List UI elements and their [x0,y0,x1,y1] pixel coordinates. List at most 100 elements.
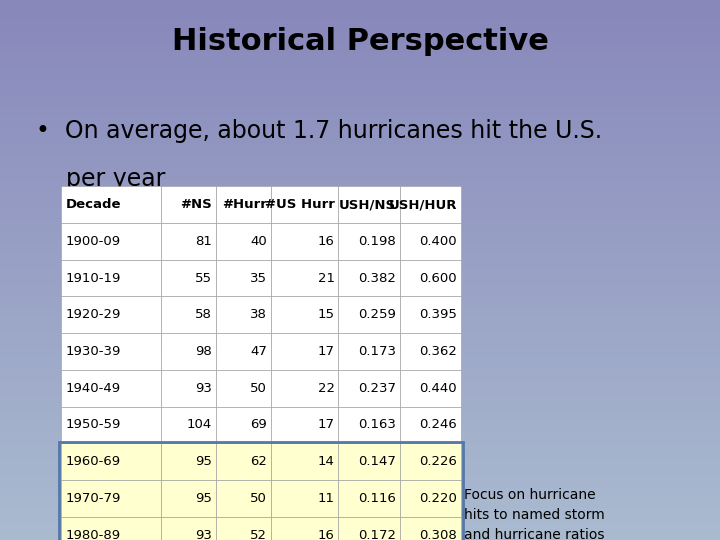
Bar [338,333,400,370]
Text: USH/NS: USH/NS [339,198,396,211]
Text: 1950-59: 1950-59 [66,418,121,431]
Text: 95: 95 [195,492,212,505]
Bar [271,333,338,370]
Bar [400,407,461,443]
Text: 0.220: 0.220 [419,492,457,505]
Bar [216,480,271,517]
Text: •  On average, about 1.7 hurricanes hit the U.S.: • On average, about 1.7 hurricanes hit t… [36,119,602,143]
Text: 40: 40 [251,235,267,248]
Text: 0.173: 0.173 [358,345,396,358]
Bar [400,333,461,370]
Bar [161,443,216,480]
Text: 0.163: 0.163 [358,418,396,431]
Bar [61,407,161,443]
Bar [61,370,161,407]
Text: 62: 62 [250,455,267,468]
Text: #US Hurr: #US Hurr [265,198,335,211]
Bar [216,370,271,407]
Bar [338,517,400,540]
Text: 52: 52 [250,529,267,540]
Text: 1900-09: 1900-09 [66,235,121,248]
Text: 50: 50 [250,382,267,395]
Bar [400,480,461,517]
Bar [216,186,271,223]
Bar [216,517,271,540]
Text: 55: 55 [195,272,212,285]
Text: 17: 17 [318,345,335,358]
Bar [400,296,461,333]
Text: 0.382: 0.382 [358,272,396,285]
Text: 22: 22 [318,382,335,395]
Bar [400,260,461,296]
Text: 0.308: 0.308 [420,529,457,540]
Text: 0.116: 0.116 [358,492,396,505]
Text: 93: 93 [195,382,212,395]
Bar [61,517,161,540]
Bar [161,296,216,333]
Bar [59,442,463,540]
Bar [61,186,161,223]
Bar [161,480,216,517]
Text: Historical Perspective: Historical Perspective [171,27,549,56]
Text: 98: 98 [196,345,212,358]
Bar [216,260,271,296]
Bar [400,443,461,480]
Text: 0.147: 0.147 [358,455,396,468]
Bar [216,333,271,370]
Text: 69: 69 [251,418,267,431]
Bar [161,186,216,223]
Bar [338,407,400,443]
Text: 47: 47 [250,345,267,358]
Text: 0.440: 0.440 [420,382,457,395]
Text: 95: 95 [195,455,212,468]
Text: 0.362: 0.362 [419,345,457,358]
Bar [161,333,216,370]
Text: 16: 16 [318,529,335,540]
Bar [271,260,338,296]
Bar [216,223,271,260]
Bar [271,517,338,540]
Text: 104: 104 [187,418,212,431]
Text: 21: 21 [318,272,335,285]
Bar [271,480,338,517]
Text: Focus on hurricane
hits to named storm
and hurricane ratios
during the satellite: Focus on hurricane hits to named storm a… [464,488,624,540]
Bar [161,407,216,443]
Bar [61,333,161,370]
Bar [271,296,338,333]
Bar [400,370,461,407]
Bar [61,260,161,296]
Bar [61,443,161,480]
Text: 0.259: 0.259 [358,308,396,321]
Bar [61,480,161,517]
Bar [338,186,400,223]
Bar [338,260,400,296]
Text: 0.198: 0.198 [359,235,396,248]
Text: 0.172: 0.172 [358,529,396,540]
Bar [161,260,216,296]
Bar [271,407,338,443]
Text: #Hurr: #Hurr [222,198,267,211]
Text: 1930-39: 1930-39 [66,345,121,358]
Text: 35: 35 [250,272,267,285]
Text: 15: 15 [318,308,335,321]
Bar [400,186,461,223]
Text: 1970-79: 1970-79 [66,492,121,505]
Text: 0.400: 0.400 [420,235,457,248]
Text: per year: per year [36,167,166,191]
Text: 0.246: 0.246 [420,418,457,431]
Bar [216,296,271,333]
Bar [271,370,338,407]
Text: 1940-49: 1940-49 [66,382,121,395]
Text: 16: 16 [318,235,335,248]
Bar [61,223,161,260]
Text: 1910-19: 1910-19 [66,272,121,285]
Bar [216,443,271,480]
Bar [216,407,271,443]
Text: 1980-89: 1980-89 [66,529,121,540]
Text: 58: 58 [195,308,212,321]
Bar [271,223,338,260]
Bar [338,296,400,333]
Bar [61,296,161,333]
Bar [400,223,461,260]
Bar [271,186,338,223]
